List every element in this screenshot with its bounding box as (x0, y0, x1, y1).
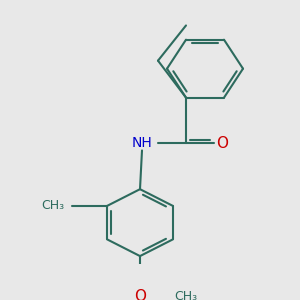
Text: NH: NH (132, 136, 152, 150)
Text: CH₃: CH₃ (174, 290, 197, 300)
Text: CH₃: CH₃ (41, 200, 64, 212)
Text: O: O (216, 136, 228, 151)
Text: O: O (134, 289, 146, 300)
